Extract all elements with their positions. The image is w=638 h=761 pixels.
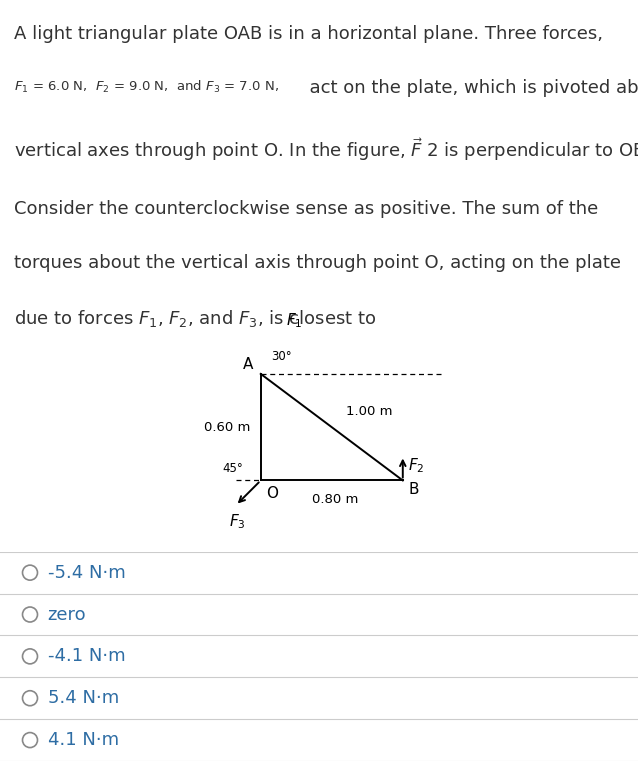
- Text: $F_1$ = 6.0 N,  $F_2$ = 9.0 N,  and $F_3$ = 7.0 N,: $F_1$ = 6.0 N, $F_2$ = 9.0 N, and $F_3$ …: [14, 78, 279, 95]
- Circle shape: [22, 691, 38, 705]
- Circle shape: [22, 607, 38, 622]
- Circle shape: [22, 649, 38, 664]
- Text: $F_3$: $F_3$: [229, 513, 246, 531]
- Text: Consider the counterclockwise sense as positive. The sum of the: Consider the counterclockwise sense as p…: [14, 200, 598, 218]
- Text: O: O: [266, 486, 278, 501]
- Text: A: A: [243, 357, 254, 372]
- Text: 0.60 m: 0.60 m: [204, 421, 250, 434]
- Text: 1.00 m: 1.00 m: [346, 406, 392, 419]
- Text: A light triangular plate OAB is in a horizontal plane. Three forces,: A light triangular plate OAB is in a hor…: [14, 25, 603, 43]
- Text: 5.4 N·m: 5.4 N·m: [47, 689, 119, 707]
- Text: -4.1 N·m: -4.1 N·m: [47, 648, 125, 665]
- Text: zero: zero: [47, 606, 86, 623]
- Text: 4.1 N·m: 4.1 N·m: [47, 731, 119, 749]
- Text: $F_2$: $F_2$: [408, 456, 424, 475]
- Text: B: B: [408, 482, 419, 497]
- Circle shape: [22, 733, 38, 747]
- Text: $F_1$: $F_1$: [286, 312, 302, 330]
- Text: torques about the vertical axis through point O, acting on the plate: torques about the vertical axis through …: [14, 254, 621, 272]
- Text: 45°: 45°: [222, 462, 243, 475]
- Text: 30°: 30°: [271, 350, 292, 363]
- Circle shape: [22, 565, 38, 580]
- Text: due to forces $F_1$, $F_2$, and $F_3$, is closest to: due to forces $F_1$, $F_2$, and $F_3$, i…: [14, 307, 376, 329]
- Text: act on the plate, which is pivoted about a: act on the plate, which is pivoted about…: [298, 78, 638, 97]
- Text: -5.4 N·m: -5.4 N·m: [47, 564, 125, 581]
- Text: 0.80 m: 0.80 m: [312, 493, 359, 506]
- Text: vertical axes through point O. In the figure, $\vec{F}$ 2 is perpendicular to OB: vertical axes through point O. In the fi…: [14, 136, 638, 163]
